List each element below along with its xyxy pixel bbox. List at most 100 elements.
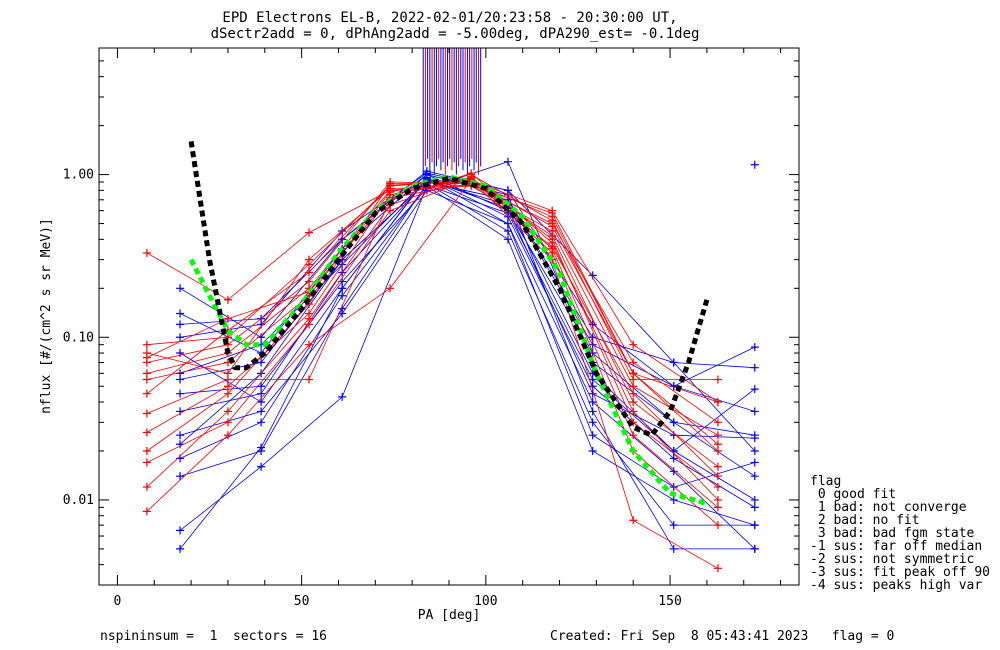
blue-point bbox=[750, 407, 759, 416]
blue-point bbox=[338, 291, 347, 300]
x-tick-label: 100 bbox=[474, 594, 497, 609]
blue-point bbox=[588, 418, 597, 427]
x-axis-label: PA [deg] bbox=[418, 608, 481, 623]
red-point bbox=[713, 495, 722, 504]
legend-entry-0: 0 good fit bbox=[810, 487, 896, 502]
red-point bbox=[305, 268, 313, 277]
blue-series-line-3 bbox=[179, 174, 755, 436]
red-point bbox=[305, 277, 313, 286]
red-point bbox=[629, 369, 638, 378]
blue-point bbox=[588, 375, 597, 384]
blue-point bbox=[750, 521, 759, 530]
red-point bbox=[142, 483, 151, 492]
blue-point bbox=[588, 446, 597, 455]
red-point bbox=[142, 248, 151, 257]
blue-point bbox=[176, 333, 185, 342]
blue-series-line-4 bbox=[179, 185, 755, 531]
red-point bbox=[629, 389, 638, 398]
red-point bbox=[713, 472, 722, 481]
legend: flag 0 good fit 1 bad: not converge 2 ba… bbox=[810, 474, 990, 593]
blue-point bbox=[176, 440, 185, 449]
red-series-line-3 bbox=[146, 185, 719, 436]
green-fit-curve bbox=[188, 174, 708, 507]
red-point bbox=[305, 228, 313, 237]
blue-point bbox=[503, 157, 512, 166]
red-series-line-0 bbox=[146, 181, 719, 452]
red-point bbox=[142, 446, 151, 455]
red-point bbox=[223, 295, 232, 304]
blue-point bbox=[176, 389, 185, 398]
legend-entry-2: 2 bad: no fit bbox=[810, 513, 920, 528]
red-point bbox=[223, 314, 232, 323]
x-tick-label: 150 bbox=[658, 594, 681, 609]
legend-entry-4: -1 sus: far off median bbox=[810, 539, 982, 554]
red-point bbox=[305, 340, 313, 349]
red-point bbox=[223, 431, 232, 440]
red-series-line-11 bbox=[146, 177, 719, 526]
blue-point bbox=[176, 544, 185, 553]
red-series-line-6 bbox=[146, 179, 719, 569]
red-series-line-10 bbox=[146, 172, 719, 501]
legend-entry-3: 3 bad: bad fgm state bbox=[810, 526, 975, 541]
axes-layer: 0 50 100 150 0.01 0.10 1.00 bbox=[63, 47, 799, 609]
blue-point bbox=[338, 284, 347, 293]
blue-series-line-13 bbox=[179, 178, 755, 439]
red-point bbox=[629, 382, 638, 391]
blue-point bbox=[750, 446, 759, 455]
blue-point bbox=[176, 526, 185, 535]
red-point bbox=[713, 375, 722, 384]
red-point bbox=[142, 375, 151, 384]
red-point bbox=[223, 407, 232, 416]
red-point bbox=[629, 407, 638, 416]
blue-point bbox=[588, 407, 597, 416]
blue-point bbox=[750, 472, 759, 481]
blue-point bbox=[176, 472, 185, 481]
blue-point bbox=[588, 397, 597, 406]
red-series-line-13 bbox=[146, 183, 719, 477]
x-tick-label: 50 bbox=[294, 594, 310, 609]
red-point bbox=[629, 397, 638, 406]
red-point bbox=[305, 255, 313, 264]
blue-point bbox=[176, 407, 185, 416]
red-point bbox=[386, 181, 395, 190]
red-point bbox=[629, 431, 638, 440]
blue-point bbox=[257, 397, 266, 406]
chart-title: EPD Electrons EL-B, 2022-02-01/20:23:58 … bbox=[222, 10, 677, 26]
blue-point bbox=[669, 467, 678, 476]
red-point bbox=[142, 507, 151, 516]
blue-point bbox=[750, 503, 759, 512]
footer-left: nspininsum = 1 sectors = 16 bbox=[100, 629, 327, 644]
red-point bbox=[713, 440, 722, 449]
blue-point bbox=[338, 309, 347, 318]
blue-series-line-1 bbox=[179, 177, 756, 550]
red-point bbox=[223, 382, 232, 391]
blue-point bbox=[257, 418, 266, 427]
red-point bbox=[223, 418, 232, 427]
blue-point bbox=[503, 235, 512, 244]
red-point bbox=[713, 483, 722, 492]
red-point bbox=[223, 389, 232, 398]
blue-point bbox=[176, 349, 185, 358]
blue-point bbox=[750, 495, 759, 504]
blue-point bbox=[669, 454, 678, 463]
red-point bbox=[713, 503, 722, 512]
red-point bbox=[305, 375, 313, 384]
data-layer bbox=[142, 48, 759, 573]
blue-point bbox=[176, 309, 185, 318]
legend-entry-1: 1 bad: not converge bbox=[810, 500, 967, 515]
blue-series-line-5 bbox=[180, 180, 756, 501]
red-point bbox=[713, 418, 722, 427]
red-point bbox=[142, 428, 151, 437]
blue-point bbox=[176, 320, 185, 329]
red-point bbox=[305, 320, 313, 329]
red-point bbox=[713, 431, 722, 440]
red-point bbox=[223, 333, 232, 342]
red-point bbox=[713, 446, 722, 455]
x-tick-label: 0 bbox=[114, 594, 122, 609]
legend-entry-6: -3 sus: fit peak off 90 bbox=[810, 565, 990, 580]
red-point bbox=[713, 397, 722, 406]
chart-subtitle: dSectr2add = 0, dPhAng2add = -5.00deg, d… bbox=[211, 26, 700, 42]
blue-point bbox=[338, 392, 347, 401]
red-point bbox=[629, 358, 638, 367]
